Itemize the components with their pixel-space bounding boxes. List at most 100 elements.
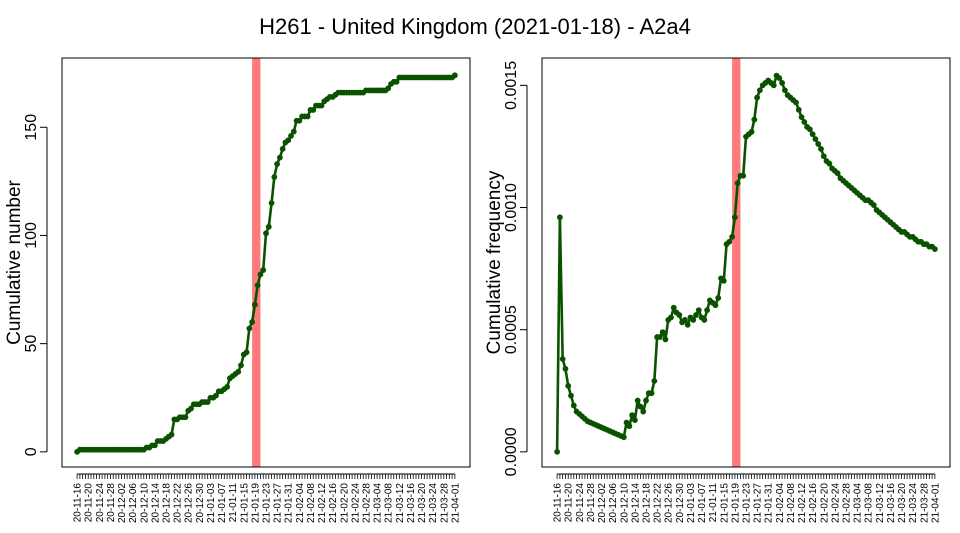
x-tick-label: 21-03-12 <box>395 483 406 523</box>
data-point <box>798 114 805 121</box>
x-tick-label: 21-02-28 <box>842 483 853 523</box>
data-point <box>168 431 175 438</box>
data-point <box>151 442 158 449</box>
data-point <box>279 145 286 152</box>
x-tick-label: 20-12-26 <box>184 483 195 523</box>
data-point <box>684 321 691 328</box>
plot-frame <box>61 57 471 468</box>
data-point <box>695 307 702 314</box>
data-point <box>676 312 683 318</box>
data-point <box>620 434 627 441</box>
x-tick-label: 21-03-16 <box>406 483 417 523</box>
x-tick-label: 21-03-20 <box>417 483 428 523</box>
data-point <box>204 399 211 405</box>
x-tick-label: 20-11-24 <box>95 483 106 523</box>
x-tick-label: 21-01-19 <box>250 483 261 523</box>
data-point <box>670 304 677 311</box>
data-point <box>795 106 802 113</box>
data-point <box>720 277 727 284</box>
x-tick-label: 20-12-18 <box>162 483 173 523</box>
x-tick-label: 21-02-12 <box>797 483 808 523</box>
x-tick-label: 20-11-28 <box>586 483 597 523</box>
x-tick-label: 20-11-16 <box>73 483 84 523</box>
data-point <box>826 160 833 167</box>
data-point <box>704 307 711 314</box>
x-tick-label: 20-12-02 <box>117 483 128 523</box>
data-point <box>562 365 569 372</box>
data-point <box>565 382 572 389</box>
x-tick-label: 21-03-24 <box>908 483 919 523</box>
x-tick-label: 20-12-10 <box>619 483 630 523</box>
data-point <box>568 392 574 399</box>
data-point <box>243 349 250 356</box>
data-point <box>781 87 788 94</box>
plot-frame <box>541 57 951 468</box>
data-point <box>260 267 267 273</box>
data-point <box>393 78 400 85</box>
data-point <box>734 180 741 186</box>
x-tick-label: 20-12-10 <box>139 483 150 523</box>
data-point <box>812 136 819 143</box>
data-point <box>257 271 264 278</box>
x-tick-label: 21-01-19 <box>730 483 741 523</box>
x-tick-label: 20-11-20 <box>84 483 95 523</box>
x-tick-label: 21-03-04 <box>853 483 864 523</box>
data-point <box>556 214 563 221</box>
data-point <box>815 141 822 147</box>
x-tick-label: 20-12-14 <box>150 483 161 523</box>
x-tick-label: 21-02-20 <box>339 483 350 523</box>
x-tick-label: 21-01-27 <box>753 483 764 523</box>
data-point <box>818 145 824 152</box>
data-point <box>249 319 256 325</box>
x-tick-label: 21-01-07 <box>217 483 228 523</box>
data-point <box>235 368 242 375</box>
data-point <box>268 200 275 206</box>
data-point <box>570 402 577 409</box>
x-tick-label: 21-02-04 <box>295 483 306 523</box>
x-tick-label: 21-01-11 <box>708 483 719 523</box>
data-point <box>238 362 244 369</box>
data-point <box>288 133 294 139</box>
data-point <box>715 295 722 301</box>
data-point <box>870 202 877 208</box>
data-point <box>265 223 272 230</box>
data-point <box>276 154 283 161</box>
y-axis-label: Cumulative frequency <box>484 170 505 354</box>
data-point <box>643 397 649 404</box>
x-tick-label: 21-01-27 <box>273 483 284 523</box>
x-tick-label: 21-02-16 <box>328 483 339 523</box>
x-tick-label: 21-03-08 <box>384 483 395 523</box>
series-line <box>76 74 456 453</box>
y-tick-label: 0 <box>23 447 40 456</box>
data-point <box>690 317 697 323</box>
data-point <box>451 72 458 79</box>
x-tick-label: 20-11-20 <box>564 483 575 523</box>
x-tick-label: 21-01-15 <box>719 483 730 523</box>
data-point <box>648 390 655 397</box>
data-point <box>756 87 763 94</box>
x-tick-label: 20-12-22 <box>173 483 184 523</box>
x-tick-label: 21-04-01 <box>930 483 941 523</box>
x-tick-label: 20-11-28 <box>106 483 117 523</box>
x-tick-label: 20-11-16 <box>553 483 564 523</box>
y-tick-label: 50 <box>23 335 40 353</box>
data-point <box>251 301 258 308</box>
data-point <box>748 128 755 135</box>
x-tick-label: 21-01-11 <box>228 483 239 523</box>
data-point <box>640 408 647 415</box>
x-tick-label: 20-12-30 <box>675 483 686 523</box>
data-point <box>931 246 938 252</box>
data-point <box>274 161 281 167</box>
y-tick-label: 0.0010 <box>503 183 520 232</box>
x-tick-label: 21-03-28 <box>919 483 930 523</box>
data-point <box>779 80 786 86</box>
data-point <box>285 137 292 144</box>
x-tick-label: 21-02-20 <box>819 483 830 523</box>
data-point <box>726 238 733 245</box>
x-tick-label: 21-02-24 <box>830 483 841 523</box>
x-tick-label: 21-02-08 <box>306 483 317 523</box>
data-point <box>554 448 561 455</box>
data-point <box>559 356 566 362</box>
